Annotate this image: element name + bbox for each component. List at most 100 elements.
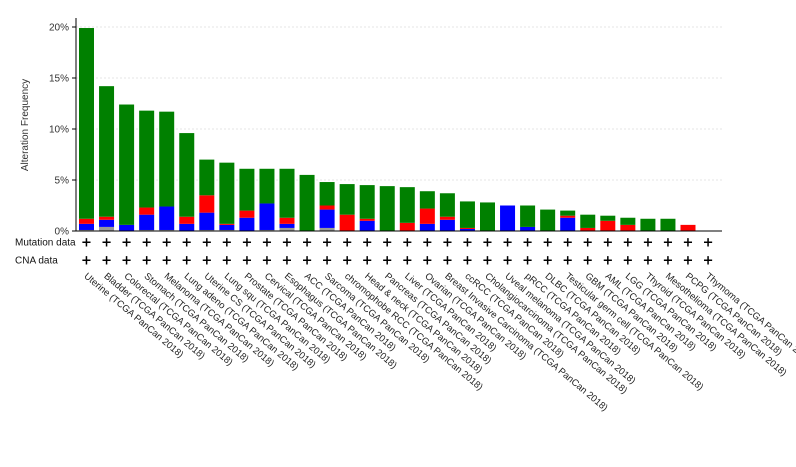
bar-segment bbox=[620, 217, 636, 225]
row-marker: + bbox=[302, 236, 313, 251]
row-marker: + bbox=[121, 254, 132, 269]
row-marker: + bbox=[683, 236, 694, 251]
bar-segment bbox=[419, 208, 435, 224]
row-marker: + bbox=[662, 236, 673, 251]
bar-segment bbox=[600, 220, 616, 231]
row-marker: + bbox=[81, 254, 92, 269]
bar-segment bbox=[239, 210, 255, 218]
row-marker: + bbox=[502, 254, 513, 269]
bar-segment bbox=[199, 229, 215, 231]
row-marker: + bbox=[161, 236, 172, 251]
row-marker: + bbox=[422, 236, 433, 251]
bar-segment bbox=[79, 28, 94, 219]
row-marker: + bbox=[282, 236, 293, 251]
row-marker: + bbox=[703, 236, 714, 251]
row-marker: + bbox=[221, 254, 232, 269]
bar-segment bbox=[79, 229, 94, 231]
row-marker: + bbox=[101, 254, 112, 269]
y-tick-label: 0% bbox=[55, 227, 70, 238]
row-marker: + bbox=[562, 236, 573, 251]
row-marker: + bbox=[382, 254, 393, 269]
bar-segment bbox=[399, 187, 415, 223]
bar-segment bbox=[79, 223, 94, 230]
bar-segment bbox=[199, 195, 215, 213]
row-label: Mutation data bbox=[15, 238, 76, 249]
bar-segment bbox=[319, 227, 335, 231]
row-marker: + bbox=[261, 254, 272, 269]
row-marker: + bbox=[101, 236, 112, 251]
row-marker: + bbox=[362, 254, 373, 269]
y-ticks: 0% 5% 10% 15% 20% bbox=[49, 23, 76, 238]
bar-segment bbox=[119, 224, 135, 231]
row-marker: + bbox=[201, 236, 212, 251]
bar-segment bbox=[279, 168, 295, 218]
bar-segment bbox=[199, 159, 215, 196]
bar-segment bbox=[279, 223, 295, 228]
row-marker: + bbox=[402, 254, 413, 269]
bar-segment bbox=[139, 229, 155, 231]
bar-segment bbox=[459, 201, 475, 228]
row-marker: + bbox=[442, 236, 453, 251]
row-marker: + bbox=[542, 236, 553, 251]
bar-segment bbox=[520, 205, 536, 227]
bar-segment bbox=[259, 229, 275, 231]
bar-segment bbox=[339, 184, 355, 215]
row-marker: + bbox=[221, 236, 232, 251]
row-marker: + bbox=[662, 254, 673, 269]
bar-segment bbox=[99, 216, 115, 220]
bar-segment bbox=[500, 205, 516, 231]
row-marker: + bbox=[141, 236, 152, 251]
bar-segment bbox=[480, 202, 495, 231]
bar-segment bbox=[459, 228, 475, 231]
bar-segment bbox=[459, 227, 475, 229]
row-marker: + bbox=[282, 254, 293, 269]
row-marker: + bbox=[462, 254, 473, 269]
row-marker: + bbox=[622, 254, 633, 269]
bar-segment bbox=[99, 86, 115, 217]
y-axis-label: Alteration Frequency bbox=[20, 79, 31, 171]
bar-segment bbox=[139, 214, 155, 230]
bar-segment bbox=[680, 224, 696, 231]
bars bbox=[79, 28, 696, 231]
y-tick-label: 10% bbox=[49, 125, 69, 136]
bar-segment bbox=[119, 104, 135, 225]
row-marker: + bbox=[562, 254, 573, 269]
bar-segment bbox=[99, 226, 115, 231]
row-marker: + bbox=[462, 236, 473, 251]
row-marker: + bbox=[703, 254, 714, 269]
bar-segment bbox=[239, 217, 255, 231]
row-marker: + bbox=[342, 254, 353, 269]
bar-segment bbox=[439, 219, 455, 231]
row-marker: + bbox=[482, 254, 493, 269]
row-marker: + bbox=[522, 236, 533, 251]
y-tick-label: 20% bbox=[49, 23, 69, 34]
row-marker: + bbox=[181, 236, 192, 251]
bar-segment bbox=[179, 216, 195, 224]
bar-segment bbox=[359, 185, 375, 219]
axes bbox=[75, 18, 722, 232]
bar-segment bbox=[560, 217, 576, 231]
bar-segment bbox=[560, 210, 576, 216]
row-marker: + bbox=[342, 236, 353, 251]
row-marker: + bbox=[81, 236, 92, 251]
bar-segment bbox=[560, 215, 576, 218]
bar-segment bbox=[199, 212, 215, 230]
bar-segment bbox=[259, 203, 275, 230]
row-marker: + bbox=[322, 236, 333, 251]
y-tick-label: 5% bbox=[55, 176, 70, 187]
bar-segment bbox=[159, 206, 175, 230]
row-marker: + bbox=[642, 254, 653, 269]
y-tick-label: 15% bbox=[49, 74, 69, 85]
bar-segment bbox=[399, 222, 415, 231]
bar-segment bbox=[319, 209, 335, 228]
bar-segment bbox=[359, 220, 375, 231]
bar-segment bbox=[159, 111, 175, 207]
row-marker: + bbox=[602, 254, 613, 269]
row-marker: + bbox=[683, 254, 694, 269]
bar-segment bbox=[359, 218, 375, 221]
row-marker: + bbox=[241, 236, 252, 251]
row-marker: + bbox=[542, 254, 553, 269]
bar-segment bbox=[139, 110, 155, 208]
bar-segment bbox=[179, 223, 195, 231]
